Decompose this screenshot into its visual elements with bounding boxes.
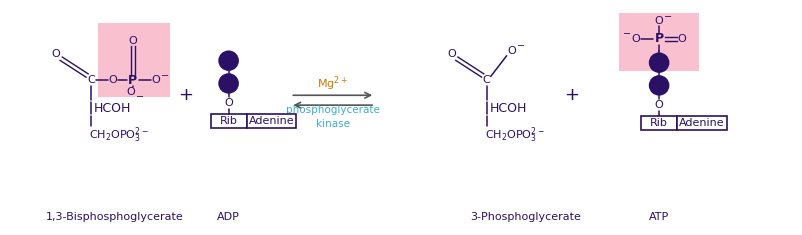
Text: $\mathrm{CH_2OPO_3^{2-}}$: $\mathrm{CH_2OPO_3^{2-}}$ [89,125,149,145]
Text: −: − [663,12,671,22]
Text: −: − [622,29,630,39]
Text: O: O [654,100,662,110]
Text: −: − [516,41,524,51]
Bar [676,116,726,130]
Text: O: O [128,36,137,46]
Text: +: + [563,86,578,104]
Text: O: O [52,49,60,59]
Text: Rib: Rib [650,118,667,128]
Text: O: O [677,34,686,44]
Circle shape [649,76,668,95]
Text: P: P [225,56,233,66]
Text: O: O [108,75,117,86]
Bar [246,114,296,128]
Circle shape [649,53,668,72]
Bar [640,116,676,130]
Text: O: O [224,98,233,108]
Text: phosphoglycerate
kinase: phosphoglycerate kinase [286,105,379,129]
Text: C: C [482,75,490,86]
Text: P: P [654,58,662,68]
Text: ATP: ATP [648,212,668,222]
Text: O: O [654,16,662,26]
Text: P: P [225,78,233,88]
Text: O: O [127,87,136,97]
Text: C: C [87,75,95,86]
Circle shape [219,51,237,70]
Text: O: O [631,34,640,44]
Text: O: O [447,49,456,59]
Bar [98,23,169,97]
Text: P: P [654,80,662,90]
Text: O: O [152,75,160,86]
Bar [210,114,246,128]
Text: P: P [128,74,137,87]
Text: O: O [507,46,516,56]
Bar [618,13,698,70]
Text: +: + [178,86,193,104]
Text: $\mathrm{CH_2OPO_3^{2-}}$: $\mathrm{CH_2OPO_3^{2-}}$ [484,125,544,145]
Text: Rib: Rib [220,116,237,126]
Text: Adenine: Adenine [249,116,294,126]
Text: Adenine: Adenine [678,118,724,128]
Text: HCOH: HCOH [94,102,132,115]
Text: Mg$^{2+}$: Mg$^{2+}$ [317,74,348,93]
Text: ADP: ADP [217,212,240,222]
Text: P: P [654,32,662,45]
Text: −: − [136,92,144,102]
Text: HCOH: HCOH [489,102,526,115]
Text: 3-Phosphoglycerate: 3-Phosphoglycerate [469,212,580,222]
Text: 1,3-Bisphosphoglycerate: 1,3-Bisphosphoglycerate [47,212,184,222]
Circle shape [219,74,237,93]
Text: −: − [160,70,168,81]
